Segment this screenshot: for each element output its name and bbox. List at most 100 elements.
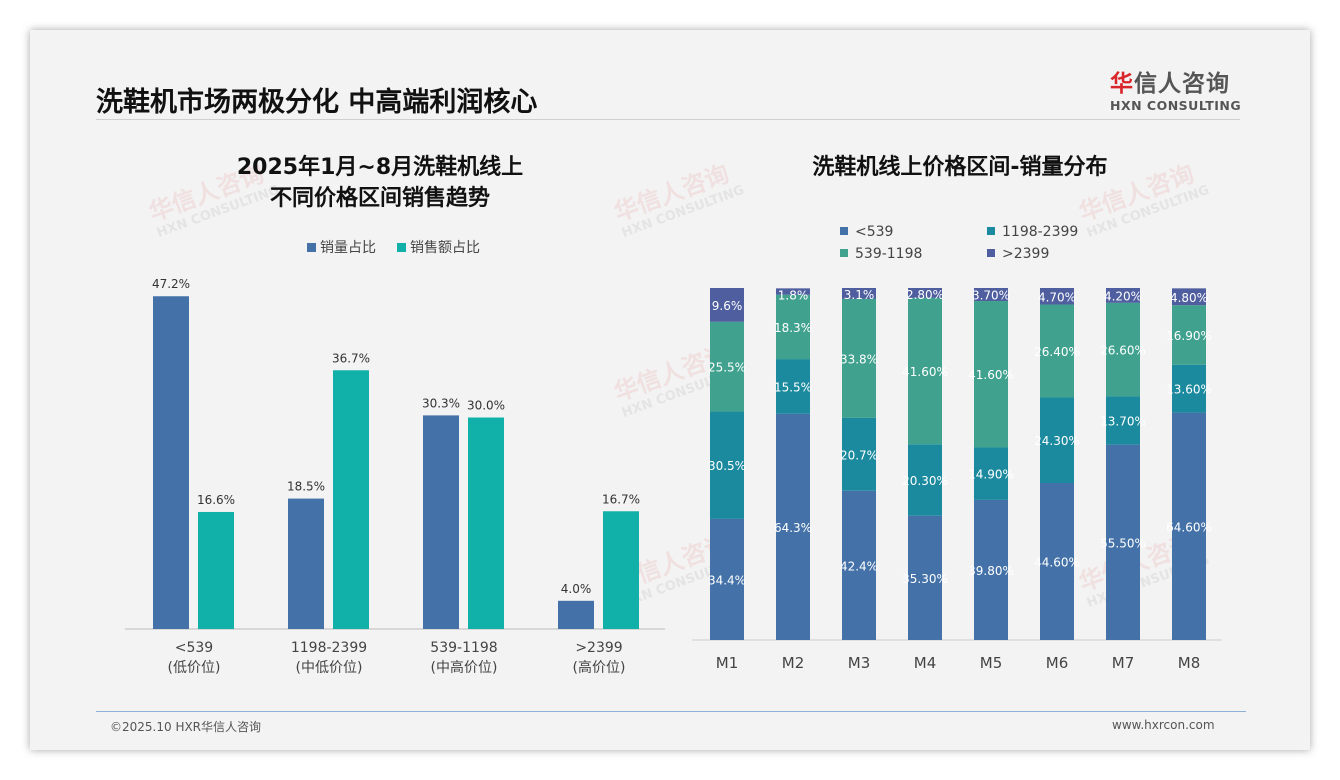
data-label: 20.7% <box>840 448 878 462</box>
x-tick-label: M6 <box>1046 654 1069 672</box>
data-label: 41.60% <box>968 368 1014 382</box>
legend-label: <539 <box>855 224 893 240</box>
data-label: 3.70% <box>972 289 1010 303</box>
data-label: 35.30% <box>902 572 948 586</box>
data-label: 1.8% <box>778 288 809 302</box>
footer-divider <box>96 711 1246 712</box>
logo: 华信人咨询 HXN CONSULTING <box>1110 64 1241 113</box>
data-label: 55.50% <box>1100 536 1146 550</box>
stack-segment-539-1198 <box>1106 302 1140 397</box>
stack-segment->2399 <box>776 288 810 295</box>
x-tick-sublabel: (中低价位) <box>296 660 363 676</box>
stack-segment-1198-2399 <box>710 411 744 519</box>
data-label: 9.6% <box>712 299 743 313</box>
legend-swatch <box>307 243 316 252</box>
data-label: 14.90% <box>968 468 1014 482</box>
legend-swatch <box>397 243 406 252</box>
footer-copyright: ©2025.10 HXR华信人咨询 <box>110 720 262 734</box>
x-tick-label: 539-1198 <box>430 640 497 656</box>
data-label: 26.40% <box>1034 345 1080 359</box>
stack-segment->2399 <box>842 288 876 299</box>
legend-label: 1198-2399 <box>1002 224 1078 240</box>
x-tick-label: M8 <box>1178 654 1201 672</box>
bar-销量占比 <box>558 600 594 629</box>
legend-swatch <box>987 249 995 257</box>
bar-销量占比 <box>153 296 189 629</box>
stack-segment-539-1198 <box>710 321 744 412</box>
x-tick-label: M4 <box>914 654 937 672</box>
stack-segment-539-1198 <box>1040 304 1074 398</box>
data-label: 64.60% <box>1166 520 1212 534</box>
data-label: 26.60% <box>1100 344 1146 358</box>
stack-segment-<539 <box>974 499 1008 640</box>
legend-label: >2399 <box>1002 246 1049 262</box>
data-label: 39.80% <box>968 564 1014 578</box>
x-tick-label: M1 <box>716 654 739 672</box>
data-label: 34.4% <box>708 573 746 587</box>
data-label: 16.90% <box>1166 329 1212 343</box>
stack-segment-<539 <box>1040 483 1074 640</box>
x-tick-label: 1198-2399 <box>291 640 367 656</box>
data-label: 2.80% <box>906 288 944 302</box>
slide: 洗鞋机市场两极分化 中高端利润核心 华信人咨询 HXN CONSULTING 华… <box>30 30 1310 750</box>
data-label: 4.0% <box>561 582 592 596</box>
data-label: 18.5% <box>287 480 325 494</box>
x-tick-label: M2 <box>782 654 805 672</box>
left-bar-chart: 销量占比 销售额占比 47.2% 16.6% <539 (低价位) 18.5% 36.7% 11… <box>125 240 665 676</box>
data-label: 4.80% <box>1170 291 1208 305</box>
legend-label: 销量占比 <box>320 240 376 256</box>
x-tick-label: M3 <box>848 654 871 672</box>
logo-cn-rest: 信人咨询 <box>1134 71 1230 97</box>
bar-销售额占比 <box>198 511 234 629</box>
data-label: 20.30% <box>902 474 948 488</box>
stack-segment-1198-2399 <box>1106 396 1140 445</box>
stack-segment-539-1198 <box>776 294 810 360</box>
x-tick-label: M5 <box>980 654 1003 672</box>
data-label: 41.60% <box>902 365 948 379</box>
data-label: 13.70% <box>1100 415 1146 429</box>
bar-销量占比 <box>288 498 324 629</box>
stack-segment-<539 <box>776 413 810 640</box>
x-tick-label: M7 <box>1112 654 1135 672</box>
stack-segment-1198-2399 <box>908 444 942 516</box>
stack-segment-<539 <box>908 515 942 640</box>
data-label: 47.2% <box>152 277 190 291</box>
stack-segment-539-1198 <box>974 301 1008 448</box>
data-label: 13.60% <box>1166 383 1212 397</box>
stack-segment-539-1198 <box>842 298 876 418</box>
bar-销售额占比 <box>468 417 504 629</box>
stack-segment-1198-2399 <box>776 359 810 414</box>
data-label: 30.3% <box>422 396 460 410</box>
stack-segment-1198-2399 <box>842 417 876 491</box>
right-stacked-chart: <539 1198-2399 539-1198 >2399 34.4% 30.5% 25.5… <box>692 224 1222 672</box>
stack-segment-539-1198 <box>1172 305 1206 365</box>
data-label: 4.20% <box>1104 289 1142 303</box>
legend-label: 539-1198 <box>855 246 922 262</box>
legend-swatch <box>987 227 995 235</box>
stack-segment-<539 <box>710 518 744 640</box>
data-label: 24.30% <box>1034 434 1080 448</box>
data-label: 16.7% <box>602 492 640 506</box>
bar-销售额占比 <box>333 370 369 629</box>
stack-segment->2399 <box>710 288 744 322</box>
data-label: 18.3% <box>774 321 812 335</box>
data-label: 64.3% <box>774 521 812 535</box>
data-label: 36.7% <box>332 351 370 365</box>
stack-segment->2399 <box>974 288 1008 302</box>
data-label: 25.5% <box>708 361 746 375</box>
stack-segment->2399 <box>1106 288 1140 303</box>
x-tick-label: >2399 <box>575 640 622 656</box>
footer-url: www.hxrcon.com <box>1112 718 1215 732</box>
stack-segment-1198-2399 <box>974 447 1008 500</box>
right-chart-title: 洗鞋机线上价格区间-销量分布 <box>812 155 1108 180</box>
data-label: 42.4% <box>840 559 878 573</box>
stack-segment->2399 <box>1172 288 1206 306</box>
stack-segment->2399 <box>1040 288 1074 305</box>
stack-segment-<539 <box>1172 412 1206 640</box>
data-label: 3.1% <box>844 288 875 302</box>
data-label: 30.0% <box>467 399 505 413</box>
stack-segment->2399 <box>908 288 942 298</box>
stack-segment-<539 <box>842 490 876 640</box>
stack-segment-<539 <box>1106 444 1140 640</box>
x-tick-sublabel: (低价位) <box>168 660 221 676</box>
